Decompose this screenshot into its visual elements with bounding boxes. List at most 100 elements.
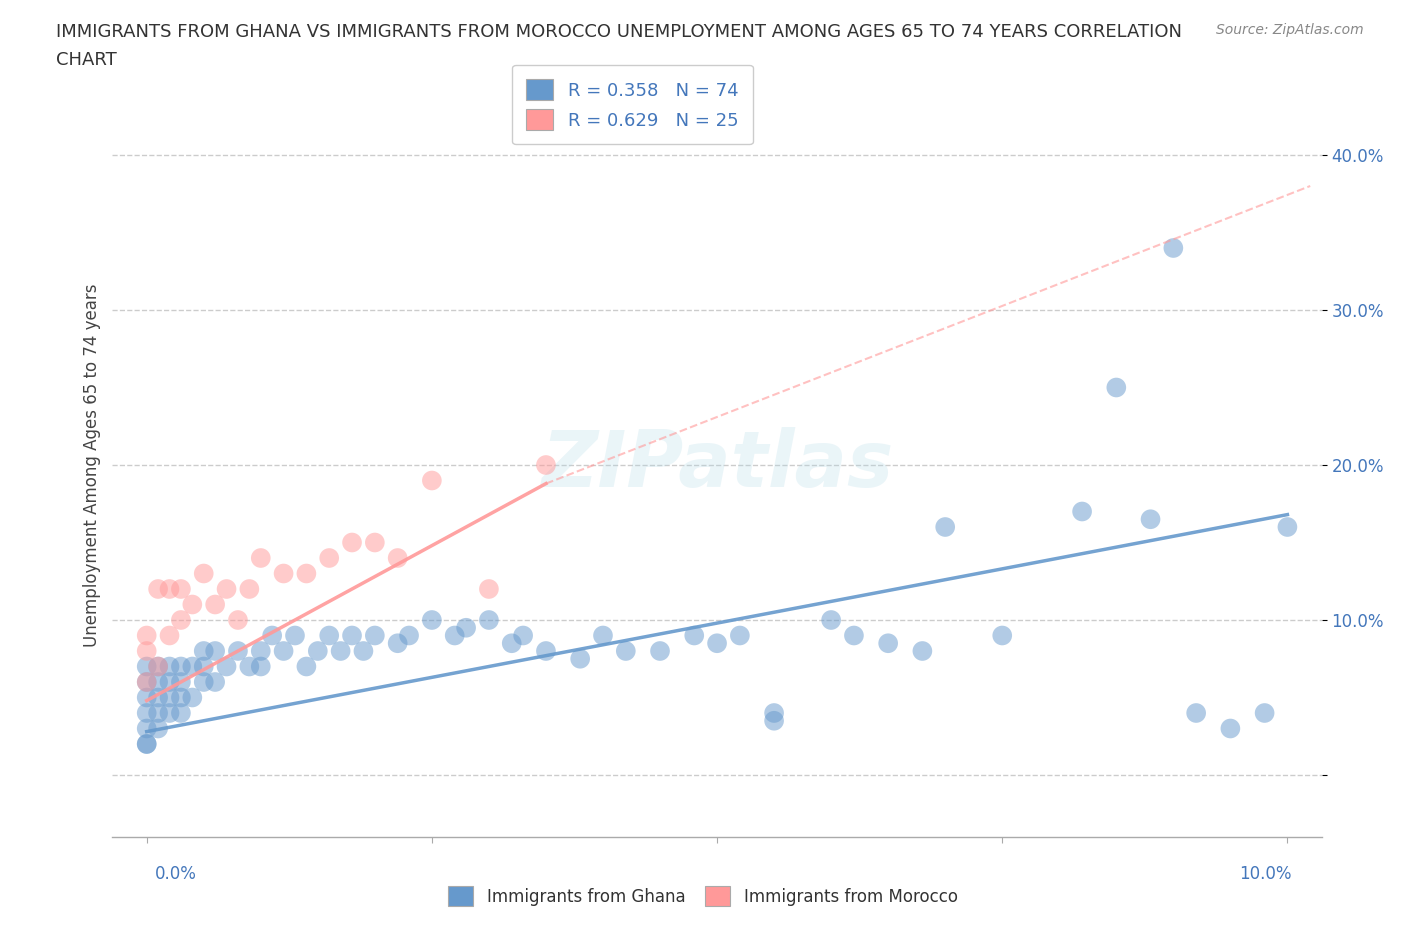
Point (648, 644, 671, 658)
Text: CHART: CHART (56, 51, 117, 69)
Point (135, 674, 157, 689)
Point (226, 613, 249, 628)
Point (273, 566, 295, 581)
Point (329, 644, 352, 658)
Point (146, 659, 169, 674)
Point (1139, 512, 1161, 526)
Point (763, 713, 786, 728)
Y-axis label: Unemployment Among Ages 65 to 74 years: Unemployment Among Ages 65 to 74 years (83, 284, 101, 646)
Point (1277, 520, 1299, 535)
Point (420, 613, 443, 628)
Point (170, 613, 193, 628)
Point (181, 659, 204, 674)
Point (159, 628, 181, 643)
Point (387, 551, 409, 565)
Point (204, 674, 226, 689)
Point (146, 674, 169, 689)
Point (295, 566, 318, 581)
Point (249, 551, 271, 565)
Text: ZIPatlas: ZIPatlas (541, 427, 893, 503)
Point (159, 674, 181, 689)
Point (170, 674, 193, 689)
Point (170, 706, 193, 721)
Text: 10.0%: 10.0% (1239, 865, 1292, 883)
Point (364, 628, 387, 643)
Point (318, 551, 340, 565)
Point (215, 581, 238, 596)
Point (1253, 706, 1275, 721)
Point (146, 659, 169, 674)
Point (420, 473, 443, 488)
Point (159, 659, 181, 674)
Point (534, 644, 557, 658)
Point (911, 644, 934, 658)
Point (135, 721, 157, 736)
Text: IMMIGRANTS FROM GHANA VS IMMIGRANTS FROM MOROCCO UNEMPLOYMENT AMONG AGES 65 TO 7: IMMIGRANTS FROM GHANA VS IMMIGRANTS FROM… (56, 23, 1182, 41)
Point (763, 706, 786, 721)
Point (135, 674, 157, 689)
Point (193, 566, 215, 581)
Text: Source: ZipAtlas.com: Source: ZipAtlas.com (1216, 23, 1364, 37)
Point (181, 690, 204, 705)
Point (501, 636, 523, 651)
Point (820, 613, 842, 628)
Point (683, 628, 706, 643)
Point (295, 659, 318, 674)
Point (159, 581, 181, 596)
Point (249, 644, 271, 658)
Text: 0.0%: 0.0% (155, 865, 197, 883)
Legend: R = 0.358   N = 74, R = 0.629   N = 25: R = 0.358 N = 74, R = 0.629 N = 25 (512, 65, 754, 144)
Point (1071, 504, 1094, 519)
Point (352, 644, 374, 658)
Point (1185, 706, 1208, 721)
Point (443, 628, 465, 643)
Point (728, 628, 751, 643)
Point (135, 737, 157, 751)
Point (262, 628, 284, 643)
Legend: Immigrants from Ghana, Immigrants from Morocco: Immigrants from Ghana, Immigrants from M… (441, 880, 965, 912)
Point (512, 628, 534, 643)
Point (159, 706, 181, 721)
Point (534, 458, 557, 472)
Point (387, 636, 409, 651)
Point (181, 597, 204, 612)
Point (592, 628, 614, 643)
Point (273, 644, 295, 658)
Point (934, 520, 956, 535)
Point (318, 628, 340, 643)
Point (478, 613, 501, 628)
Point (135, 628, 157, 643)
Point (135, 690, 157, 705)
Point (706, 636, 728, 651)
Point (340, 535, 363, 550)
Point (146, 721, 169, 736)
Point (193, 659, 215, 674)
Point (146, 581, 169, 596)
Point (340, 628, 363, 643)
Point (569, 651, 592, 666)
Point (238, 581, 260, 596)
Point (146, 706, 169, 721)
Point (204, 644, 226, 658)
Point (1105, 380, 1128, 395)
Point (238, 659, 260, 674)
Point (1163, 241, 1185, 256)
Point (193, 644, 215, 658)
Point (1219, 721, 1241, 736)
Point (456, 620, 478, 635)
Point (284, 628, 307, 643)
Point (170, 581, 193, 596)
Point (135, 659, 157, 674)
Point (398, 628, 420, 643)
Point (249, 659, 271, 674)
Point (159, 690, 181, 705)
Point (135, 644, 157, 658)
Point (614, 644, 637, 658)
Point (478, 581, 501, 596)
Point (170, 659, 193, 674)
Point (135, 737, 157, 751)
Point (307, 644, 329, 658)
Point (204, 597, 226, 612)
Point (842, 628, 865, 643)
Point (215, 659, 238, 674)
